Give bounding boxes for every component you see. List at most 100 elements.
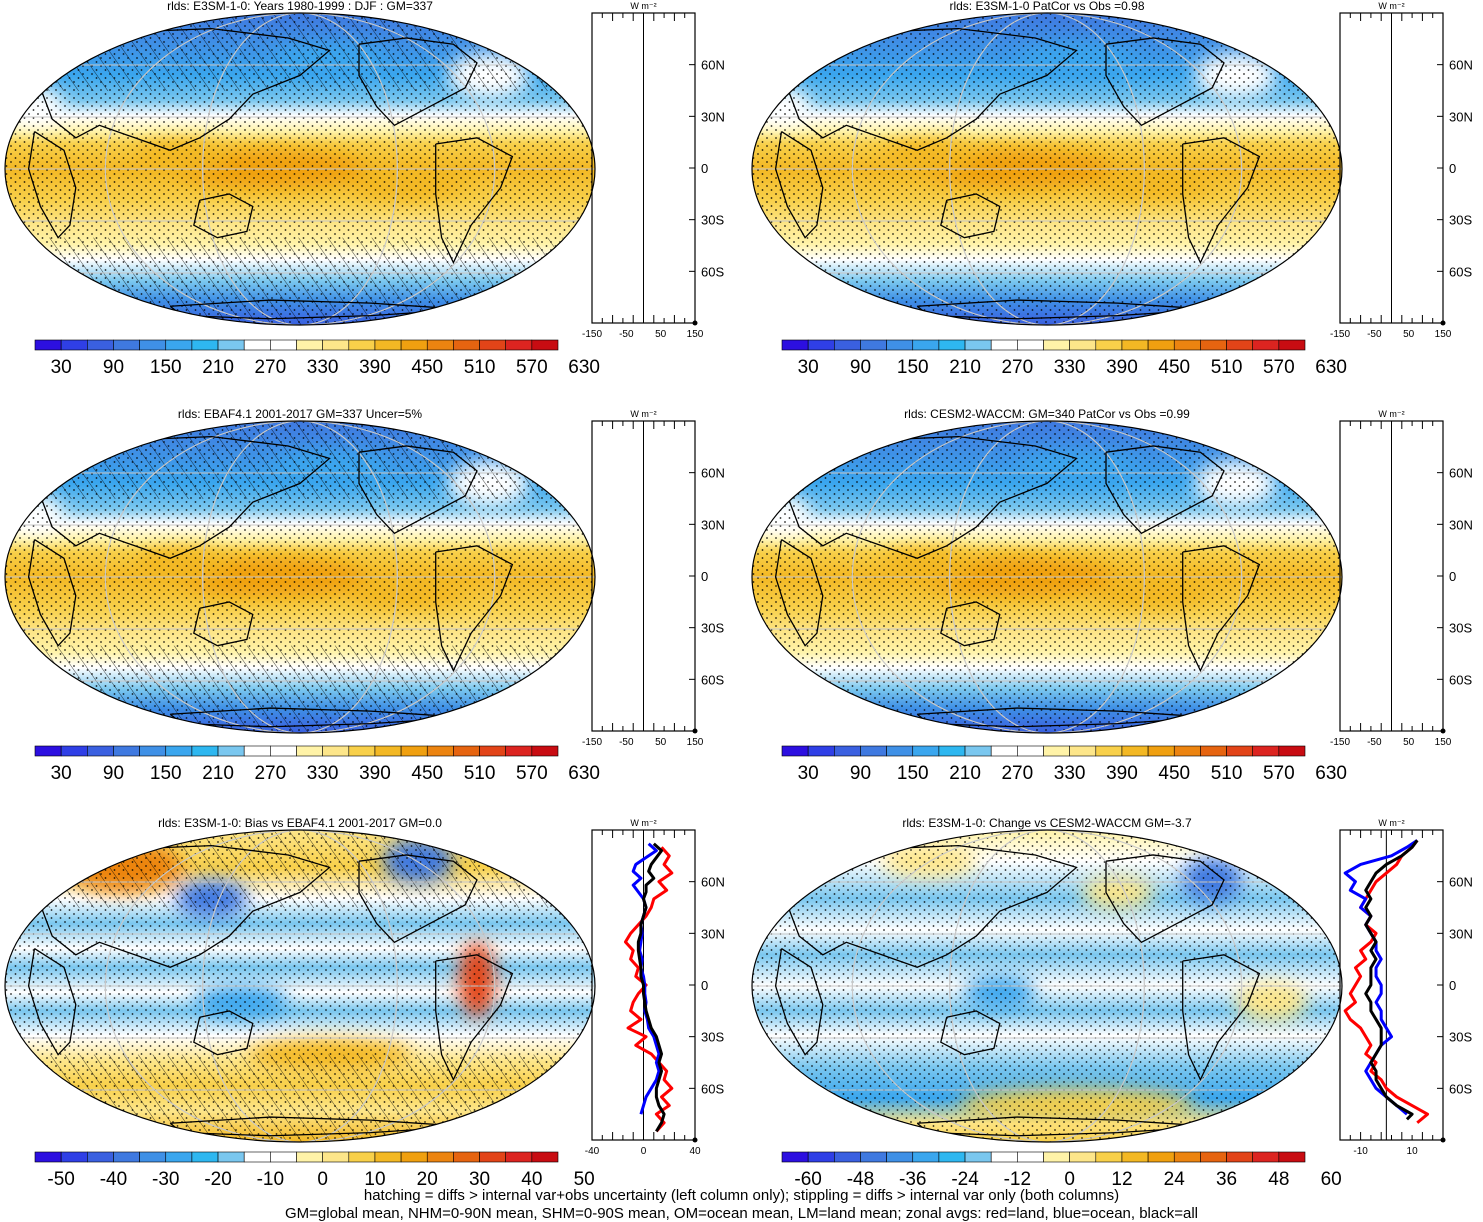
map-title: rlds: CESM2-WACCM: GM=340 PatCor vs Obs … xyxy=(904,407,1190,421)
coastline xyxy=(786,844,1078,968)
graticule-meridian xyxy=(202,421,398,733)
colorbar-label: 510 xyxy=(464,357,496,378)
graticule-meridian xyxy=(949,421,1145,733)
zonal-lat-label: 60N xyxy=(701,58,725,73)
colorbar-cell xyxy=(781,745,809,757)
colorbar-cell xyxy=(886,745,914,757)
colorbar-label: 210 xyxy=(949,763,981,784)
graticule xyxy=(752,421,1342,733)
colorbar-label: 30 xyxy=(51,357,72,378)
zonal-xtick-label: -50 xyxy=(619,737,634,748)
colorbar-cell xyxy=(1252,339,1280,351)
colorbar-cell xyxy=(113,339,140,351)
colorbar-cell xyxy=(348,1151,376,1163)
colorbar-cell xyxy=(165,1151,193,1163)
zonal-xtick-label: -40 xyxy=(585,1146,600,1157)
zonal-unit-label: W m⁻² xyxy=(630,1,656,11)
colorbar-cell xyxy=(1147,1151,1175,1163)
colorbar-label: 60 xyxy=(1321,1169,1342,1190)
world-map xyxy=(5,13,595,325)
zonal-lat-label: 30S xyxy=(1449,621,1472,636)
colorbar-cell xyxy=(191,1151,219,1163)
colorbar-cell xyxy=(243,745,271,757)
zonal-lat-label: 30S xyxy=(1449,213,1472,228)
colorbar-cell xyxy=(60,1151,88,1163)
graticule xyxy=(752,13,1342,325)
zonal-mean-panel: W m⁻² -40 0 40 60N 30N 0 30S 60S xyxy=(585,818,725,1157)
zonal-xtick-label: -150 xyxy=(1330,329,1350,340)
coastline xyxy=(786,435,1078,559)
colorbar-cell xyxy=(217,339,245,351)
zonal-lat-label: 60N xyxy=(1449,466,1473,481)
coastline xyxy=(27,948,77,1056)
colorbar-cell xyxy=(1147,745,1175,757)
zonal-xtick-label: -50 xyxy=(1367,737,1382,748)
coastline xyxy=(774,539,824,647)
colorbar-label: 330 xyxy=(1054,763,1086,784)
colorbar-label: -30 xyxy=(152,1169,179,1190)
zonal-series-land xyxy=(623,846,674,1133)
coastline xyxy=(358,37,478,127)
colorbar-label: 510 xyxy=(464,763,496,784)
colorbar-cell xyxy=(453,1151,480,1163)
map-frame xyxy=(751,420,1343,734)
hatching-north xyxy=(5,830,595,908)
colorbar-cell xyxy=(833,1151,861,1163)
colorbar-cell xyxy=(1278,1151,1306,1163)
colorbar-cell xyxy=(938,339,966,351)
map-frame xyxy=(4,829,596,1143)
map-title: rlds: E3SM-1-0: Change vs CESM2-WACCM GM… xyxy=(902,816,1192,830)
colorbar-label: 330 xyxy=(1054,357,1086,378)
colorbar-label: 570 xyxy=(1263,357,1295,378)
zonal-xtick-label: -150 xyxy=(582,329,602,340)
colorbar-cell xyxy=(964,1151,992,1163)
colorbar-label: 450 xyxy=(411,357,443,378)
colorbar-cell xyxy=(243,339,271,351)
hatching-south xyxy=(5,1054,595,1142)
colorbar-cell xyxy=(1252,1151,1280,1163)
colorbar-label: 390 xyxy=(359,763,391,784)
graticule xyxy=(752,830,1342,1142)
colorbar-label: -20 xyxy=(204,1169,231,1190)
zonal-corner-dot xyxy=(692,728,698,734)
colorbar-cell xyxy=(139,745,167,757)
colorbar-cell xyxy=(833,745,861,757)
colorbar-cell xyxy=(270,339,297,351)
zonal-xtick-label: 50 xyxy=(1403,329,1415,340)
colorbar-cell xyxy=(912,339,940,351)
map-frame xyxy=(751,829,1343,1143)
zonal-xtick-label: 50 xyxy=(1403,737,1415,748)
colorbar-cell xyxy=(60,339,88,351)
coastline xyxy=(774,131,824,239)
colorbar-cell xyxy=(1173,1151,1201,1163)
colorbar-label: 210 xyxy=(202,357,234,378)
colorbar-cell xyxy=(1278,339,1306,351)
zonal-xtick-label: 50 xyxy=(655,329,667,340)
colorbar-cell xyxy=(964,745,992,757)
colorbar-label: 510 xyxy=(1211,357,1243,378)
colorbar-label: 210 xyxy=(202,763,234,784)
zonal-lat-label: 60S xyxy=(701,1081,724,1096)
colorbar-label: 150 xyxy=(150,763,182,784)
zonal-lat-label: 30S xyxy=(701,213,724,228)
zonal-series-all xyxy=(1364,839,1419,1121)
colorbar-cell xyxy=(87,745,114,757)
colorbar-cell xyxy=(1017,1151,1044,1163)
zonal-lat-label: 0 xyxy=(1449,161,1456,176)
colorbar-cell xyxy=(34,745,62,757)
colorbar-label: 10 xyxy=(364,1169,385,1190)
zonal-mean-panel: W m⁻² -150 -50 50 150 60N 30N 0 30S 60S xyxy=(582,409,725,748)
colorbar-cell xyxy=(1200,339,1227,351)
colorbar-cell xyxy=(505,1151,533,1163)
colorbar-cell xyxy=(34,1151,62,1163)
colorbar: 30 90 150 210 270 330 390 450 510 570 630 xyxy=(781,745,1347,784)
colorbar-cell xyxy=(87,1151,114,1163)
zonal-unit-label: W m⁻² xyxy=(1378,818,1404,828)
zonal-lat-label: 30S xyxy=(701,621,724,636)
colorbar-label: 20 xyxy=(417,1169,438,1190)
graticule-meridian xyxy=(104,13,496,325)
coastline xyxy=(27,131,77,239)
colorbar-label: 30 xyxy=(51,763,72,784)
graticule xyxy=(5,421,595,733)
